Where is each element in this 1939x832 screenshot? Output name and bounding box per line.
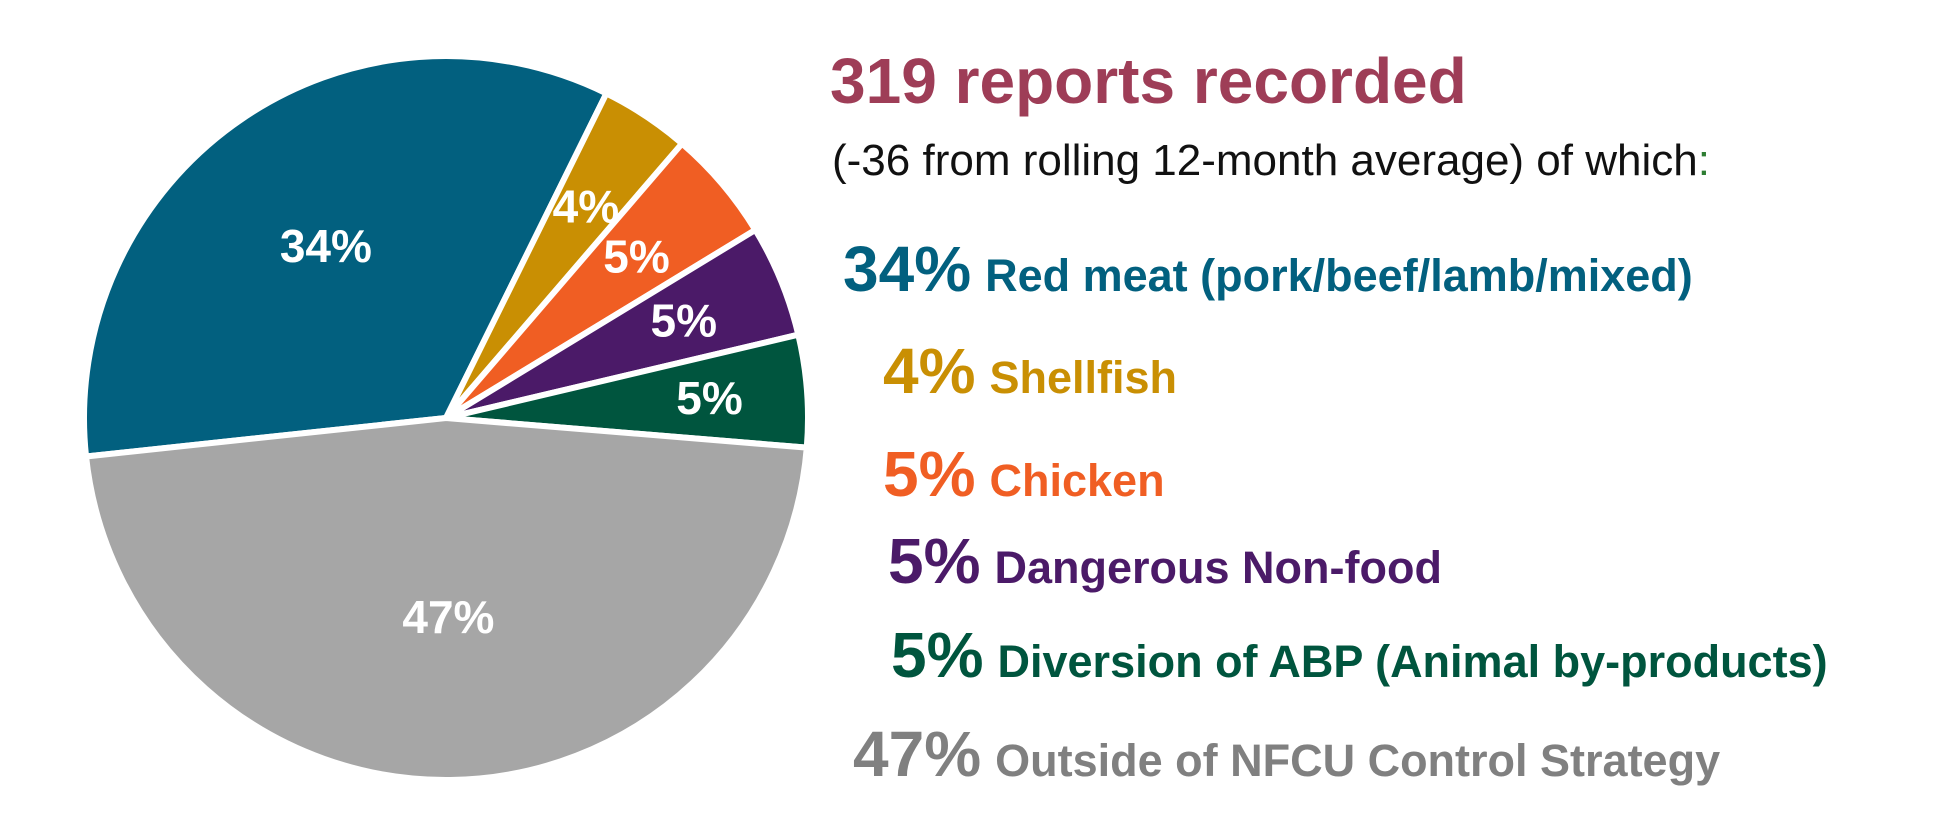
subheadline-colon: : bbox=[1697, 136, 1710, 185]
slice-outside-nfcu bbox=[83, 415, 810, 783]
legend-label: Diversion of ABP (Animal by-products) bbox=[997, 636, 1828, 687]
legend-item-diversion-abp: 5% Diversion of ABP (Animal by-products) bbox=[891, 623, 1828, 687]
legend-label: Chicken bbox=[989, 455, 1165, 506]
legend-pct: 5% bbox=[891, 619, 984, 691]
legend-label: Red meat (pork/beef/lamb/mixed) bbox=[985, 250, 1693, 301]
legend-label: Dangerous Non-food bbox=[994, 542, 1442, 593]
slice-data-label: 47% bbox=[402, 591, 494, 643]
pie-chart: 34%4%5%5%5%47% bbox=[81, 53, 811, 783]
legend-pct: 5% bbox=[888, 525, 981, 597]
legend-item-red-meat: 34% Red meat (pork/beef/lamb/mixed) bbox=[843, 237, 1693, 301]
slice-data-label: 5% bbox=[651, 294, 717, 346]
slice-data-label: 4% bbox=[553, 181, 619, 233]
legend-pct: 47% bbox=[853, 718, 982, 790]
slice-data-label: 34% bbox=[280, 220, 372, 272]
legend-item-dangerous-non-food: 5% Dangerous Non-food bbox=[888, 529, 1442, 593]
legend-item-outside-nfcu: 47% Outside of NFCU Control Strategy bbox=[853, 722, 1720, 786]
slice-data-label: 5% bbox=[676, 372, 742, 424]
legend-label: Shellfish bbox=[989, 352, 1178, 403]
chart-subheadline: (-36 from rolling 12-month average) of w… bbox=[832, 136, 1710, 186]
legend-label: Outside of NFCU Control Strategy bbox=[995, 735, 1721, 786]
legend-item-shellfish: 4% Shellfish bbox=[883, 339, 1177, 403]
legend-pct: 4% bbox=[883, 335, 976, 407]
legend-pct: 5% bbox=[883, 438, 976, 510]
legend-pct: 34% bbox=[843, 233, 972, 305]
legend-item-chicken: 5% Chicken bbox=[883, 442, 1165, 506]
subheadline-text: (-36 from rolling 12-month average) of w… bbox=[832, 136, 1698, 185]
slice-data-label: 5% bbox=[603, 230, 669, 282]
chart-headline: 319 reports recorded bbox=[830, 45, 1467, 117]
